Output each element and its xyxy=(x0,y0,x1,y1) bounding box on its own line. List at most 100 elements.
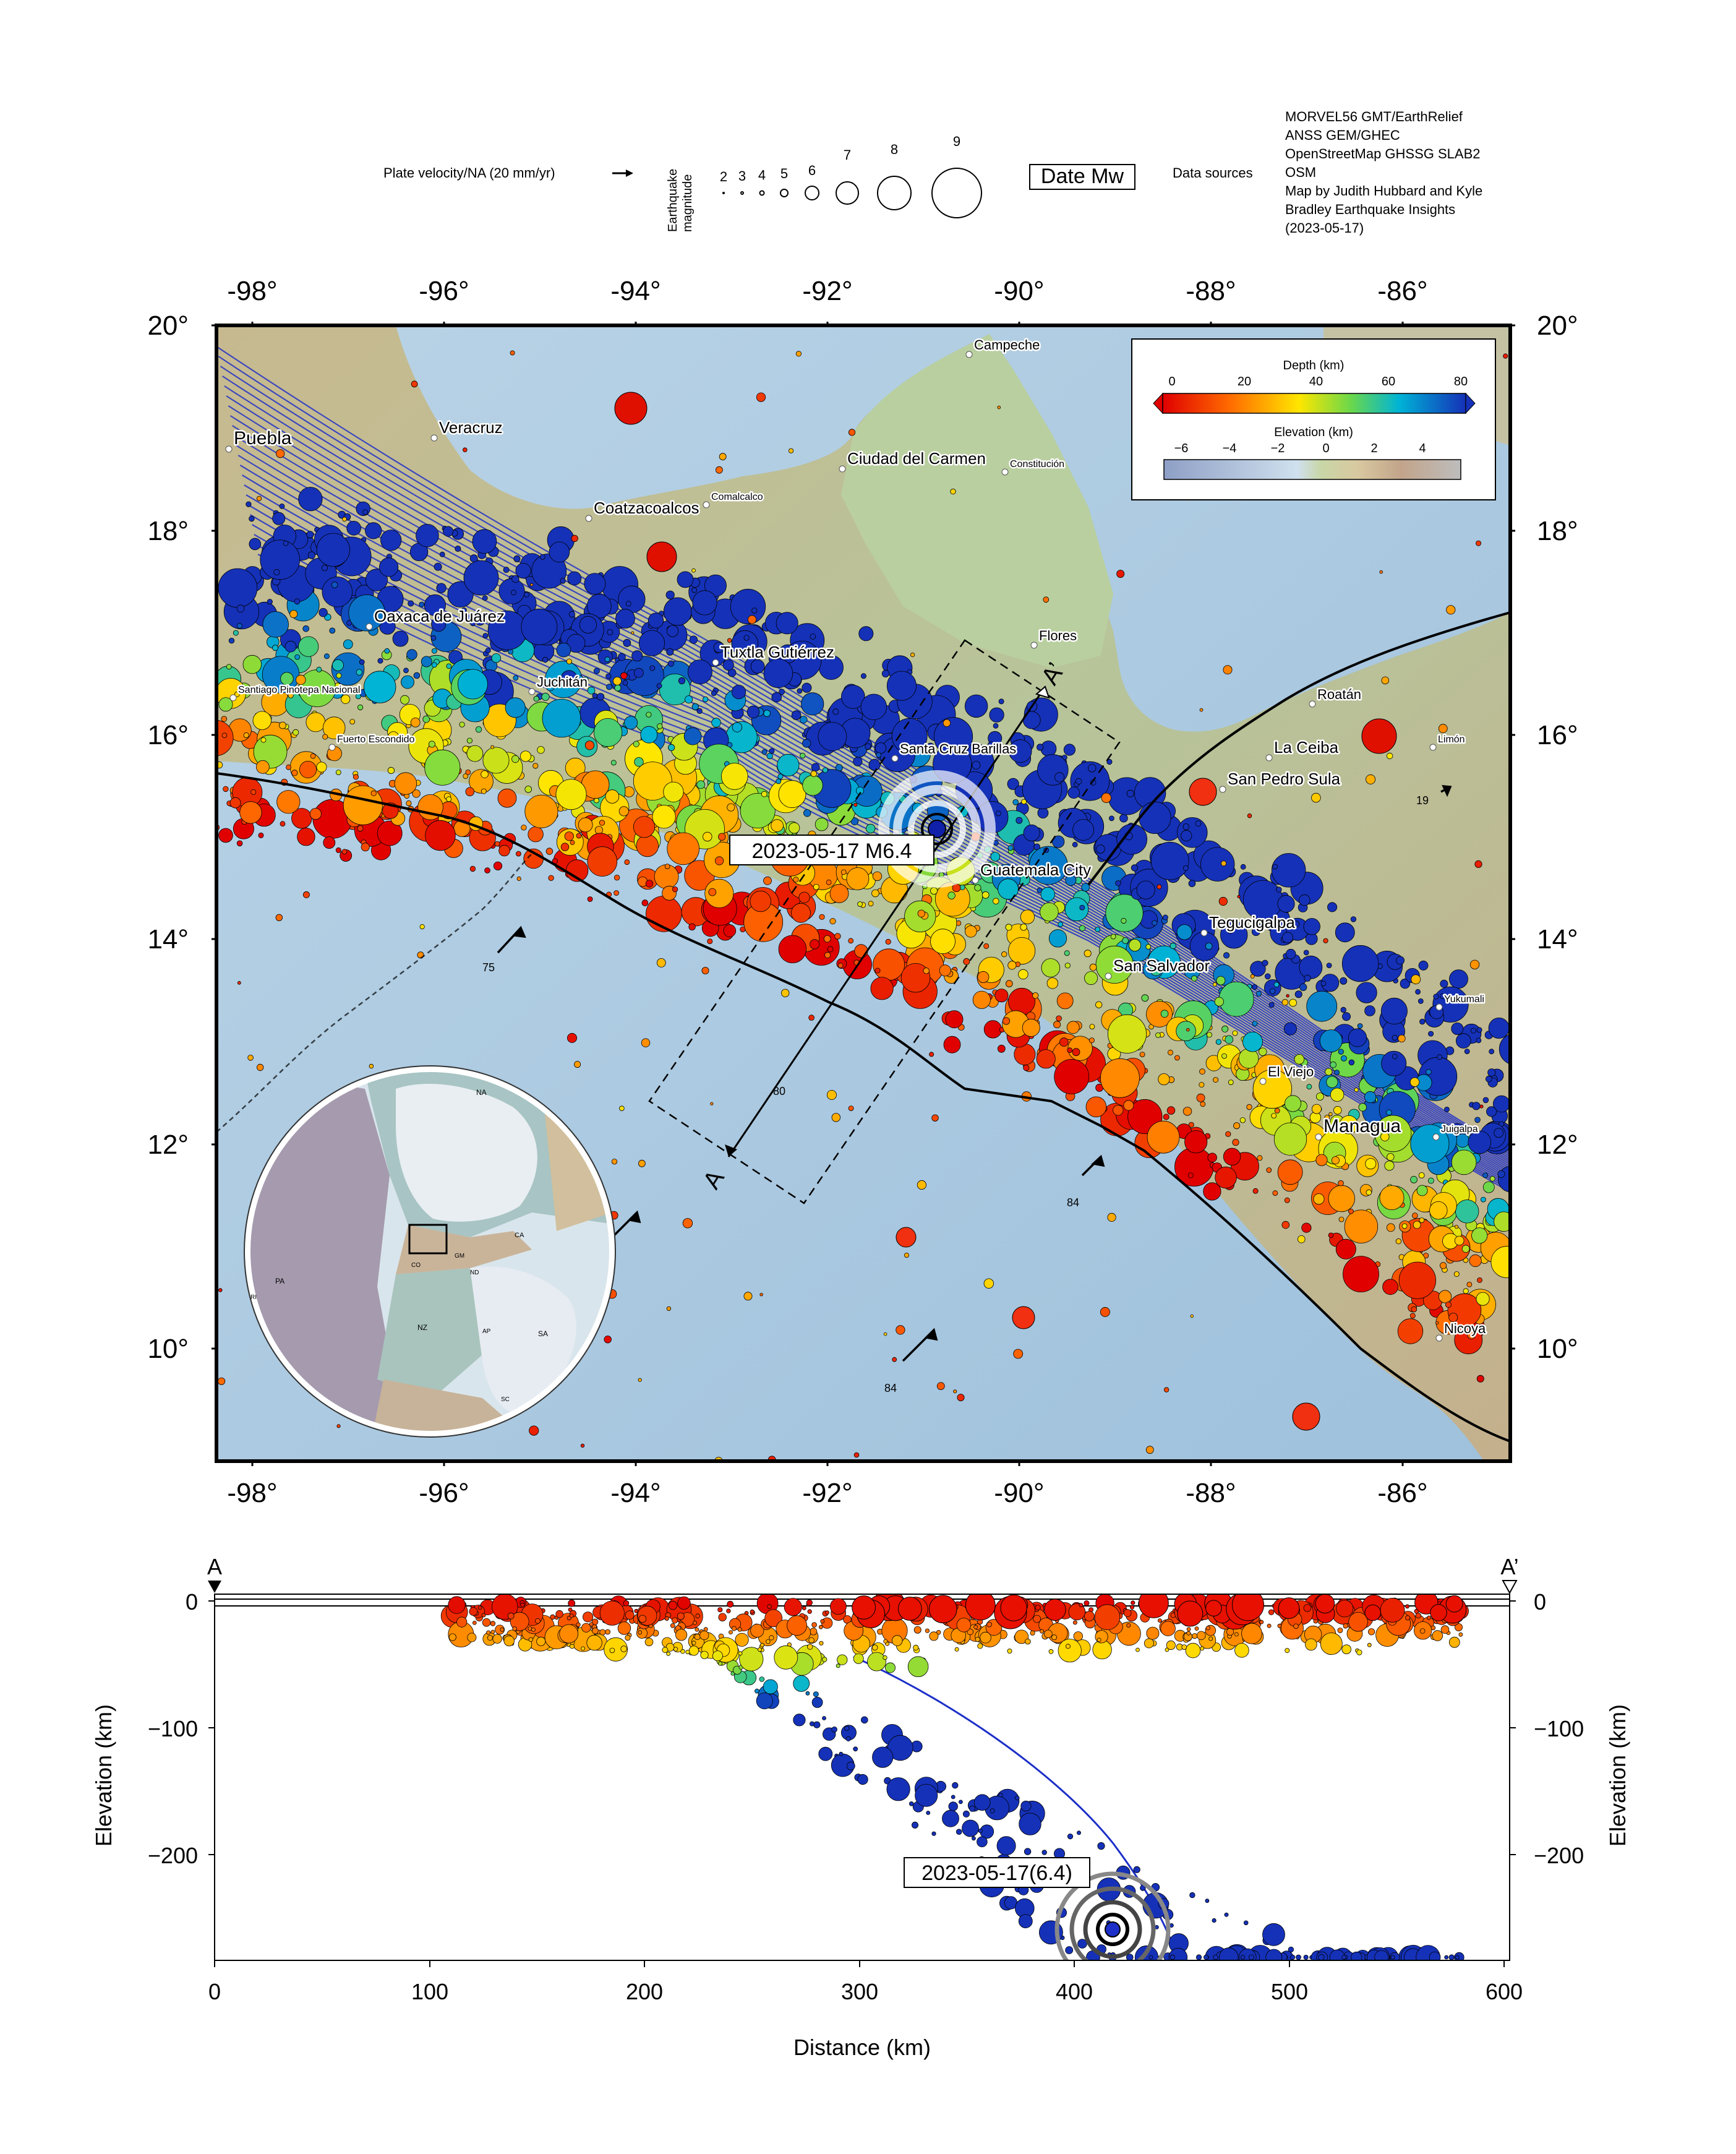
earthquake-marker xyxy=(1139,801,1171,835)
earthquake-marker xyxy=(1054,1059,1090,1094)
earthquake-marker xyxy=(1440,1262,1447,1269)
earthquake-marker xyxy=(403,667,409,674)
earthquake-marker xyxy=(1286,993,1289,998)
earthquake-marker xyxy=(481,770,489,778)
earthquake-marker xyxy=(406,649,417,660)
earthquake-marker xyxy=(530,583,534,586)
profile-earthquake-marker xyxy=(1343,1623,1348,1629)
earthquake-marker xyxy=(1023,1065,1030,1071)
longitude-tick-top: -90° xyxy=(994,276,1044,306)
earthquake-marker xyxy=(587,686,596,695)
profile-earthquake-marker xyxy=(1341,1644,1352,1655)
earthquake-marker xyxy=(1240,864,1246,870)
depth-legend-tick: 60 xyxy=(1382,375,1395,388)
earthquake-marker xyxy=(319,608,328,617)
earthquake-marker xyxy=(387,766,395,774)
city-labels: Campeche Veracruz Puebla Ciudad del Carmen C… xyxy=(225,336,1488,1342)
earthquake-marker xyxy=(516,876,521,882)
earthquake-marker xyxy=(1228,1079,1234,1085)
city-label: Santiago Pinotepa Nacional xyxy=(238,685,360,695)
earthquake-marker xyxy=(510,350,515,356)
profile-earthquake-marker xyxy=(1219,1947,1239,1960)
earthquake-marker xyxy=(1328,1112,1333,1117)
earthquake-marker xyxy=(1008,987,1036,1015)
earthquake-marker xyxy=(291,770,298,776)
profile-earthquake-marker xyxy=(1130,1605,1135,1610)
earthquake-marker xyxy=(255,760,270,774)
profile-earthquake-marker xyxy=(1268,1609,1275,1615)
depth-legend-tick: 0 xyxy=(1168,375,1175,388)
city-dot xyxy=(430,434,438,442)
earthquake-marker xyxy=(463,560,499,596)
earthquake-marker xyxy=(458,669,488,700)
earthquake-marker xyxy=(1037,754,1069,786)
earthquake-marker xyxy=(827,946,834,953)
earthquake-marker xyxy=(524,786,532,793)
profile-earthquake-marker xyxy=(886,1777,910,1801)
profile-earthquake-marker xyxy=(861,1716,868,1724)
profile-earthquake-marker xyxy=(1189,1892,1195,1899)
profile-earthquakes xyxy=(440,1594,1469,1960)
profile-earthquake-marker xyxy=(1232,1594,1264,1621)
earthquake-marker xyxy=(853,1452,860,1458)
earthquake-marker xyxy=(761,749,768,755)
profile-earthquake-marker xyxy=(1140,1885,1146,1891)
earthquake-marker xyxy=(1281,932,1293,943)
earthquake-marker xyxy=(217,1377,226,1385)
earthquake-marker xyxy=(831,1113,841,1122)
elevation-legend-tick: −4 xyxy=(1223,442,1237,455)
earthquake-marker xyxy=(1266,1167,1272,1173)
earthquake-marker xyxy=(1105,894,1144,932)
earthquake-marker xyxy=(858,626,874,641)
mainshock-label: 2023-05-17 M6.4 xyxy=(729,835,934,865)
earthquake-marker xyxy=(1455,1133,1470,1148)
earthquake-marker xyxy=(1331,1156,1340,1165)
earthquake-marker xyxy=(521,825,527,831)
profile-y-tick-right: −200 xyxy=(1534,1843,1584,1868)
earthquake-marker xyxy=(1141,994,1149,1002)
profile-earthquake-marker xyxy=(727,1600,734,1608)
earthquake-marker xyxy=(614,392,648,425)
profile-earthquake-marker xyxy=(867,1652,886,1671)
earthquake-marker xyxy=(545,847,554,855)
inset-pacific-plate xyxy=(247,1070,402,1434)
earthquake-marker xyxy=(1036,1049,1056,1069)
profile-earthquake-marker xyxy=(1133,1866,1140,1873)
profile-earthquake-marker xyxy=(956,1829,962,1835)
earthquake-marker xyxy=(316,762,327,773)
longitude-tick-bottom: -86° xyxy=(1377,1478,1427,1508)
earthquake-marker xyxy=(614,890,619,896)
earthquake-marker xyxy=(1139,1052,1145,1057)
earthquake-marker xyxy=(226,664,232,670)
earthquake-marker xyxy=(623,638,631,647)
profile-earthquake-marker xyxy=(700,1650,709,1659)
magnitude-circle xyxy=(759,190,765,196)
earthquake-marker xyxy=(1419,1217,1425,1223)
earthquake-marker xyxy=(666,648,674,656)
earthquake-marker xyxy=(1189,778,1217,806)
earthquake-marker xyxy=(236,840,243,847)
earthquake-marker xyxy=(780,989,790,998)
earthquake-marker xyxy=(1516,1110,1531,1125)
earthquake-marker xyxy=(1146,1001,1173,1028)
earthquake-marker xyxy=(221,732,228,738)
earthquake-marker xyxy=(1056,992,1074,1010)
earthquake-marker xyxy=(800,752,806,759)
elevation-legend-tick: 0 xyxy=(1322,442,1329,455)
earthquake-marker xyxy=(896,1227,917,1248)
profile-earthquake-marker xyxy=(990,1808,995,1814)
profile-earthquake-marker xyxy=(973,1794,991,1811)
profile-earthquake-marker xyxy=(718,1661,723,1666)
profile-earthquake-marker xyxy=(703,1627,708,1632)
earthquake-marker xyxy=(1064,950,1070,956)
earthquake-marker xyxy=(439,551,445,557)
profile-earthquake-marker xyxy=(764,1609,783,1628)
city-label: Managua xyxy=(1323,1116,1401,1136)
profile-earthquake-marker xyxy=(806,1599,813,1606)
earthquake-marker xyxy=(1232,1139,1239,1146)
earthquake-marker xyxy=(1067,1047,1073,1053)
data-source-line: (2023-05-17) xyxy=(1285,220,1364,236)
earthquake-marker xyxy=(1469,1254,1482,1268)
earthquake-marker xyxy=(766,753,773,760)
profile-earthquake-marker xyxy=(726,1608,731,1613)
